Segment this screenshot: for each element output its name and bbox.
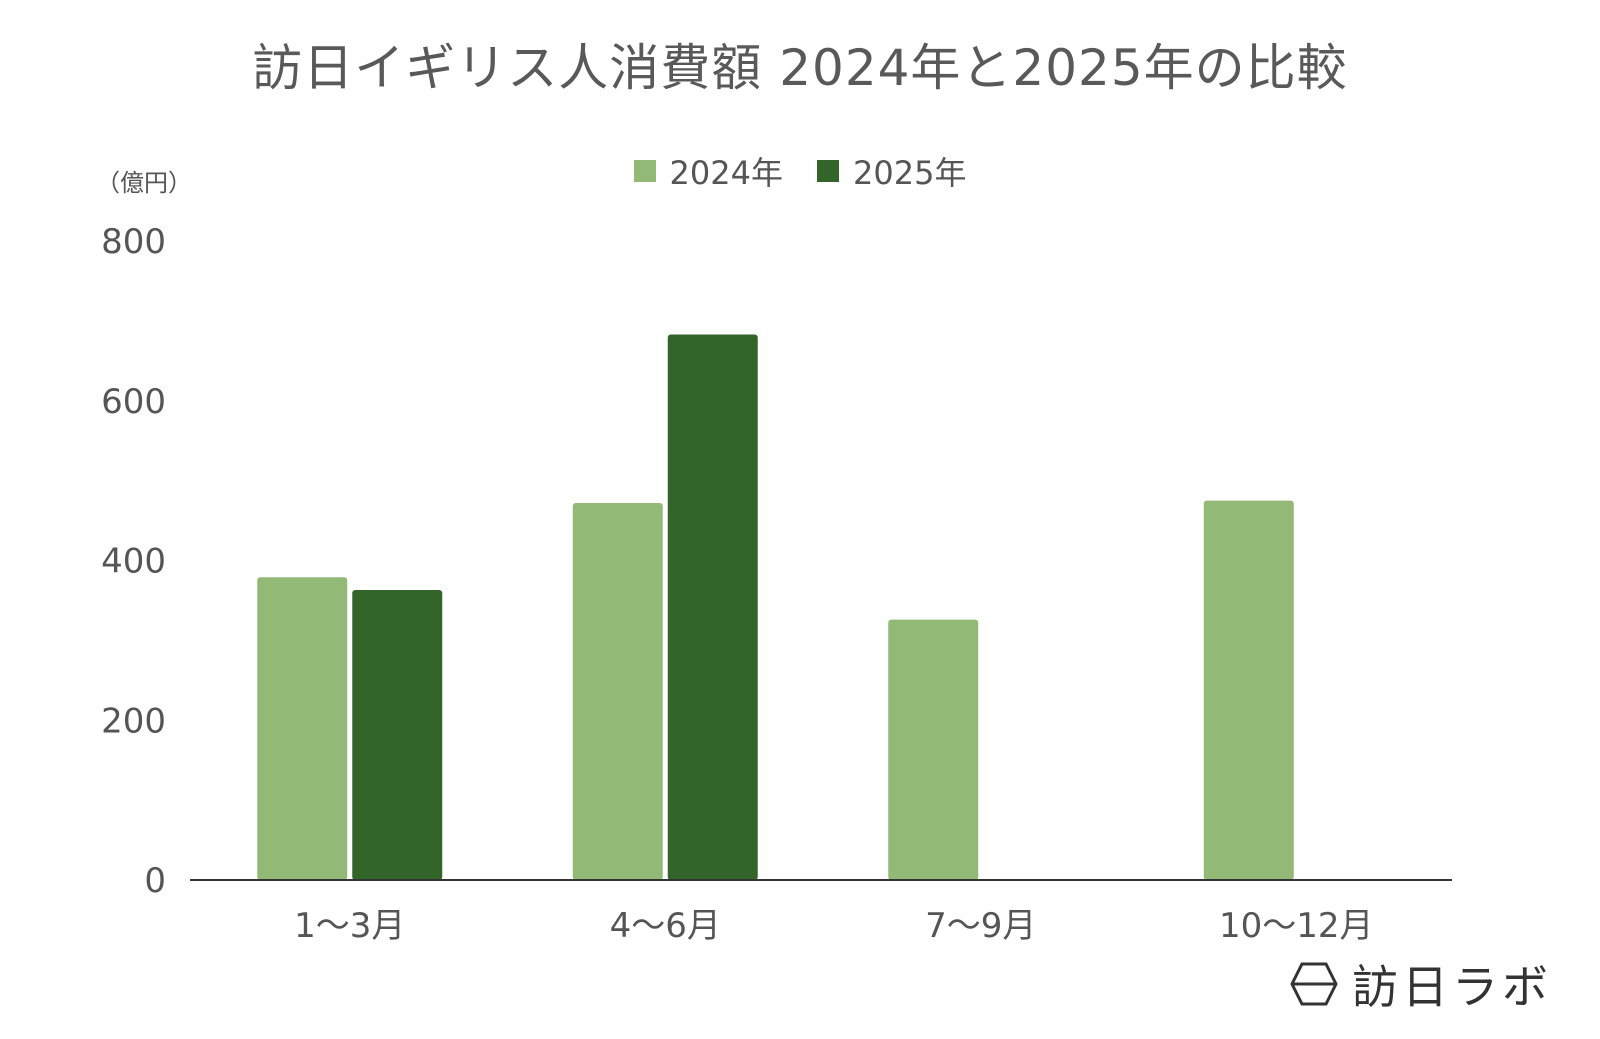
- bar-2024-0: [257, 577, 348, 880]
- bar-2024-3: [1203, 500, 1294, 880]
- y-tick-label-400: 400: [101, 542, 166, 582]
- y-tick-label-200: 200: [101, 701, 166, 741]
- legend-item-2025: 2025年: [817, 148, 966, 194]
- y-tick-label-0: 0: [144, 861, 166, 901]
- watermark: 訪日ラボ: [1290, 951, 1552, 1017]
- bar-2025-0: [352, 590, 443, 880]
- y-axis-unit-label: （億円）: [96, 169, 192, 197]
- x-category-label-3: 10～12月: [1219, 906, 1374, 946]
- chart-title: 訪日イギリス人消費額 2024年と2025年の比較: [252, 39, 1348, 97]
- x-category-label-1: 4～6月: [610, 906, 721, 946]
- legend-swatch-2024: [633, 160, 656, 182]
- y-tick-label-600: 600: [101, 382, 166, 422]
- bar-2025-1: [667, 334, 758, 880]
- legend-swatch-2025: [817, 160, 839, 182]
- legend-label-2024: 2024年: [669, 154, 783, 192]
- legend-label-2025: 2025年: [853, 154, 967, 192]
- bar-2024-2: [888, 619, 979, 880]
- legend: 2024年 2025年: [0, 148, 1600, 194]
- bar-2024-1: [572, 502, 663, 880]
- x-category-label-0: 1～3月: [294, 906, 405, 946]
- y-tick-label-800: 800: [101, 222, 166, 262]
- hexagon-logo-icon: [1290, 962, 1338, 1006]
- watermark-text: 訪日ラボ: [1352, 960, 1552, 1014]
- legend-item-2024: 2024年: [633, 148, 783, 194]
- x-category-label-2: 7～9月: [925, 906, 1036, 946]
